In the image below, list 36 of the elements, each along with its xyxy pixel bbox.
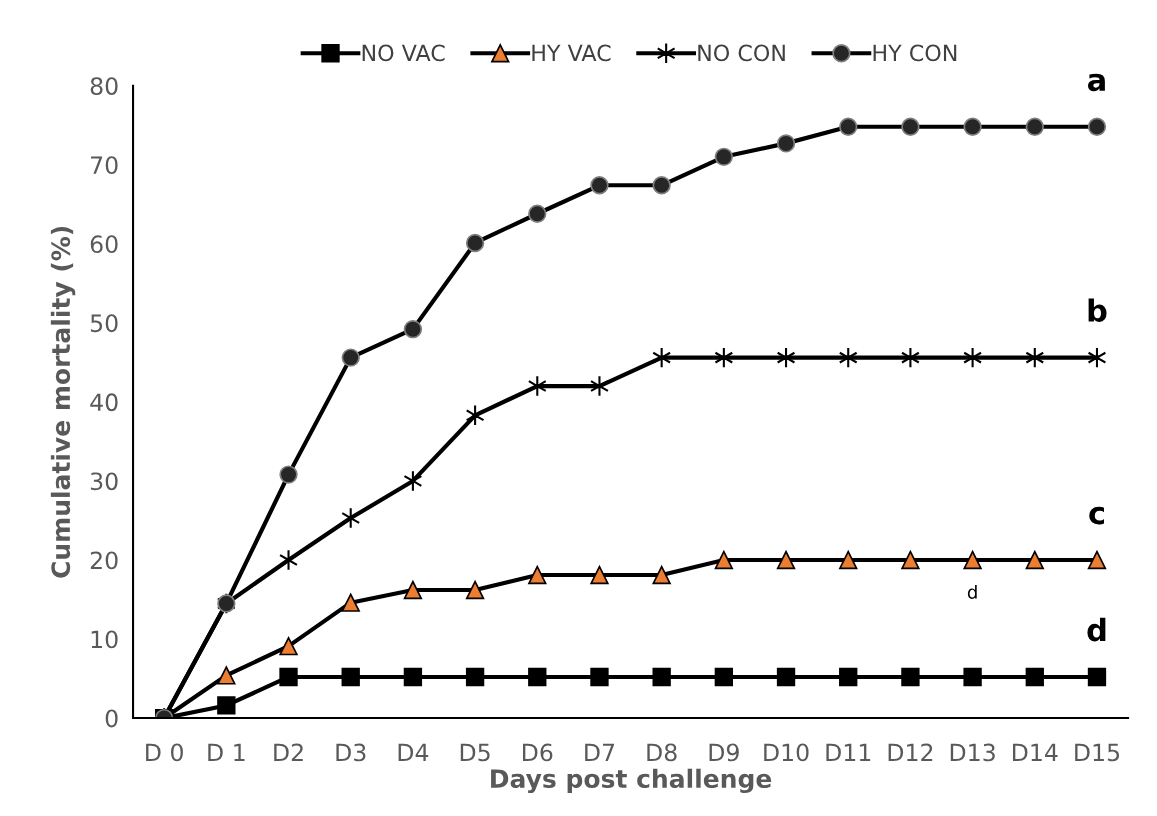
annotation: d [1087, 617, 1106, 642]
x-tick-label: D15 [1075, 743, 1120, 762]
annotation: a [1087, 73, 1105, 92]
legend-label: HY CON [873, 44, 957, 62]
annotation: b [1088, 298, 1107, 323]
x-tick-label: D2 [274, 743, 303, 762]
legend-label: HY VAC [532, 44, 611, 62]
x-axis-title: Days post challenge [491, 768, 772, 794]
x-tick-label: D14 [1013, 743, 1058, 762]
x-tick-label: D8 [647, 743, 677, 762]
x-tick-label: D11 [826, 743, 871, 762]
y-tick-label: 50 [90, 314, 118, 333]
y-tick-label: 10 [91, 630, 118, 649]
x-tick-label: D12 [888, 743, 933, 762]
y-tick-label: 70 [91, 156, 118, 175]
legend-label: NO CON [698, 44, 785, 62]
annotation: d [967, 584, 977, 599]
x-tick-label: D6 [523, 743, 553, 762]
y-tick-label: 60 [90, 235, 118, 254]
y-axis-title: Cumulative mortality (%) [50, 226, 76, 578]
x-tick-label: D13 [950, 743, 995, 762]
y-tick-label: 20 [90, 551, 118, 570]
x-tick-label: D10 [764, 743, 809, 762]
x-tick-label: D3 [336, 743, 366, 762]
y-tick-label: 30 [90, 472, 118, 491]
y-tick-label: 40 [90, 393, 118, 412]
x-tick-label: D7 [585, 743, 615, 762]
y-tick-label: 80 [90, 77, 118, 95]
x-tick-label: D5 [460, 743, 490, 762]
x-tick-label: D 1 [208, 743, 245, 762]
x-tick-label: D9 [709, 743, 739, 762]
legend-label: NO VAC [362, 44, 445, 62]
annotation: c [1089, 506, 1104, 525]
x-tick-label: D 0 [146, 743, 183, 762]
y-tick-label: 0 [105, 709, 118, 728]
x-tick-label: D4 [398, 743, 429, 762]
